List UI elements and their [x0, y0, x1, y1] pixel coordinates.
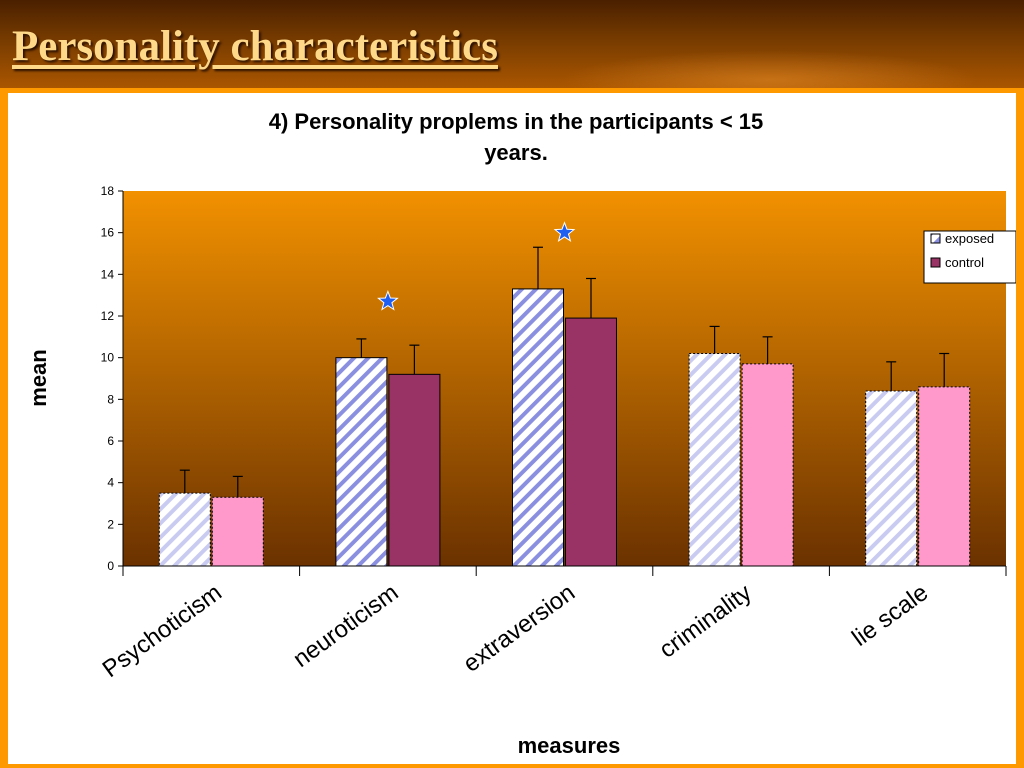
title-banner: Personality characteristics — [0, 0, 1024, 110]
bar-control-criminality — [741, 363, 794, 567]
y-tick-label: 12 — [101, 309, 115, 323]
y-tick-label: 4 — [107, 476, 114, 490]
bar-exposed-criminality — [688, 353, 741, 567]
bar-control-lie-scale — [918, 386, 971, 567]
bar-exposed-neuroticism — [335, 357, 388, 567]
chart-title-line-1: 4) Personality proplems in the participa… — [269, 109, 764, 134]
chart-title-line-2: years. — [484, 140, 548, 165]
plot-area — [123, 191, 1006, 566]
y-tick-label: 8 — [107, 392, 114, 406]
x-axis-label: measures — [518, 733, 621, 758]
x-tick-label: neuroticism — [288, 579, 403, 673]
y-tick-label: 18 — [101, 184, 115, 198]
x-tick-label: criminality — [654, 579, 756, 664]
bar-exposed-extraversion — [512, 288, 564, 567]
legend-swatch-exposed — [930, 233, 941, 244]
legend-swatch-control — [930, 257, 941, 268]
bar-control-psychoticism — [211, 496, 264, 567]
x-tick-label: Psychoticism — [98, 579, 227, 683]
bar-control-neuroticism — [388, 373, 441, 567]
bar-exposed-psychoticism — [158, 492, 211, 567]
legend-label-exposed: exposed — [945, 231, 994, 246]
significance-star-icon — [553, 221, 576, 242]
legend-label-control: control — [945, 255, 984, 270]
slide-title: Personality characteristics — [12, 23, 498, 70]
chart-panel: 4) Personality proplems in the participa… — [8, 93, 1016, 764]
chart-frame: 4) Personality proplems in the participa… — [0, 88, 1024, 768]
y-axis-label: mean — [26, 349, 51, 406]
x-tick-label: lie scale — [847, 579, 933, 652]
bar-control-extraversion — [565, 317, 617, 567]
bar-exposed-lie-scale — [865, 390, 918, 567]
significance-star-icon — [377, 289, 399, 311]
y-tick-label: 2 — [107, 517, 114, 531]
legend: exposed control — [923, 230, 1016, 284]
y-tick-label: 14 — [101, 267, 115, 281]
y-tick-label: 16 — [101, 226, 115, 240]
bar-chart: 4) Personality proplems in the participa… — [26, 109, 1016, 758]
x-tick-label: extraversion — [458, 579, 580, 678]
y-tick-label: 6 — [107, 434, 114, 448]
y-tick-label: 0 — [107, 559, 114, 573]
y-tick-label: 10 — [101, 351, 115, 365]
